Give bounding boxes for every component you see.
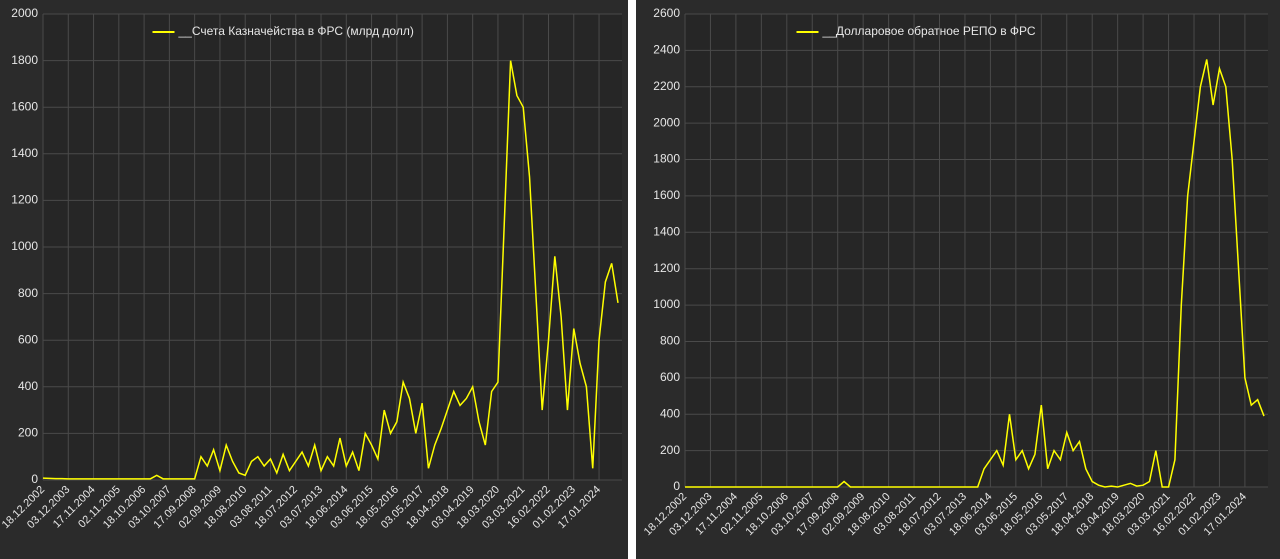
y-tick-label: 1200: [11, 193, 38, 207]
y-tick-label: 1000: [11, 239, 38, 253]
y-tick-label: 400: [660, 406, 680, 420]
y-tick-label: 2600: [653, 6, 680, 20]
y-tick-label: 1600: [653, 188, 680, 202]
y-tick-label: 1200: [653, 261, 680, 275]
y-tick-label: 0: [31, 472, 38, 486]
y-tick-label: 600: [18, 332, 38, 346]
y-tick-label: 1800: [11, 53, 38, 67]
y-tick-label: 2000: [653, 115, 680, 129]
y-tick-label: 800: [18, 286, 38, 300]
y-tick-label: 2200: [653, 79, 680, 93]
y-tick-label: 1400: [11, 146, 38, 160]
data-line: [42, 60, 619, 480]
y-tick-label: 200: [18, 426, 38, 440]
y-tick-label: 1000: [653, 297, 680, 311]
y-tick-label: 200: [660, 443, 680, 457]
y-tick-label: 2000: [11, 6, 38, 20]
y-tick-label: 0: [673, 479, 680, 493]
data-line: [685, 59, 1265, 488]
y-tick-label: 800: [660, 334, 680, 348]
legend-label: __Долларовое обратное РЕПО в ФРС: [822, 24, 1036, 38]
y-tick-label: 1600: [11, 99, 38, 113]
y-tick-label: 600: [660, 370, 680, 384]
plot-area: [685, 14, 1268, 487]
y-tick-label: 400: [18, 379, 38, 393]
y-tick-label: 1800: [653, 152, 680, 166]
legend-label: __Счета Казначейства в ФРС (млрд долл): [178, 24, 414, 38]
y-tick-label: 1400: [653, 224, 680, 238]
y-tick-label: 2400: [653, 43, 680, 57]
